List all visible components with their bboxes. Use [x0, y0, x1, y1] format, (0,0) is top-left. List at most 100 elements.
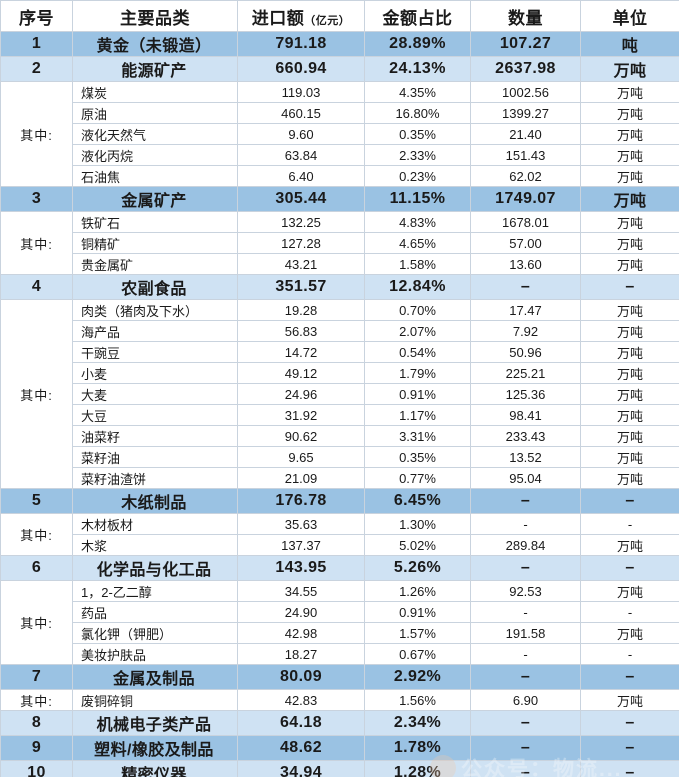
- cell-quantity: –: [470, 555, 581, 581]
- cell-category: 木材板材: [72, 513, 238, 535]
- cell-quantity: 151.43: [470, 144, 581, 166]
- cell-category: 铜精矿: [72, 232, 238, 254]
- cell-percent: 1.58%: [364, 253, 471, 275]
- cell-percent: 5.26%: [364, 555, 471, 581]
- cell-amount: 63.84: [237, 144, 365, 166]
- cell-amount: 6.40: [237, 165, 365, 187]
- cell-unit: -: [580, 601, 679, 623]
- cell-amount: 132.25: [237, 211, 365, 233]
- cell-unit: –: [580, 710, 679, 736]
- cell-amount: 14.72: [237, 341, 365, 363]
- table-row-sub: 干豌豆 14.72 0.54% 50.96 万吨: [1, 341, 679, 363]
- table-row-sub: 其中: 1，2-乙二醇 34.55 1.26% 92.53 万吨: [0, 580, 679, 665]
- cell-quantity: 289.84: [470, 534, 581, 556]
- cell-category: 药品: [72, 601, 238, 623]
- cell-unit: 万吨: [580, 534, 679, 556]
- cell-unit: -: [580, 643, 679, 665]
- cell-category: 氯化钾（钾肥）: [72, 622, 238, 644]
- cell-category: 菜籽油: [72, 446, 238, 468]
- cell-category: 机械电子类产品: [72, 710, 238, 736]
- cell-quantity: 17.47: [470, 299, 581, 321]
- cell-percent: 1.30%: [364, 513, 471, 535]
- table-row-main: 4 农副食品 351.57 12.84% – –: [0, 274, 679, 300]
- cell-percent: 2.92%: [364, 664, 471, 690]
- cell-category: 肉类（猪肉及下水）: [72, 299, 238, 321]
- table-row-sub: 大豆 31.92 1.17% 98.41 万吨: [1, 404, 679, 426]
- cell-percent: 5.02%: [364, 534, 471, 556]
- cell-sequence: 4: [0, 274, 73, 300]
- cell-amount: 31.92: [237, 404, 365, 426]
- cell-percent: 3.31%: [364, 425, 471, 447]
- cell-quantity: -: [470, 513, 581, 535]
- cell-group-label: 其中:: [0, 81, 73, 187]
- cell-unit: 万吨: [580, 253, 679, 275]
- table-row-main: 9 塑料/橡胶及制品 48.62 1.78% – –: [0, 735, 679, 761]
- column-header-seq: 序号: [0, 0, 73, 32]
- cell-amount: 24.90: [237, 601, 365, 623]
- cell-percent: 1.28%: [364, 760, 471, 777]
- cell-quantity: 21.40: [470, 123, 581, 145]
- table-row-sub: 铜精矿 127.28 4.65% 57.00 万吨: [1, 232, 679, 254]
- cell-percent: 1.57%: [364, 622, 471, 644]
- cell-quantity: -: [470, 643, 581, 665]
- cell-amount: 42.83: [237, 689, 365, 711]
- cell-category: 黄金（未锻造）: [72, 31, 238, 57]
- cell-unit: 万吨: [580, 299, 679, 321]
- cell-percent: 24.13%: [364, 56, 471, 82]
- cell-unit: –: [580, 664, 679, 690]
- cell-quantity: 7.92: [470, 320, 581, 342]
- cell-category: 塑料/橡胶及制品: [72, 735, 238, 761]
- cell-category: 大豆: [72, 404, 238, 426]
- cell-percent: 0.35%: [364, 446, 471, 468]
- cell-quantity: 107.27: [470, 31, 581, 57]
- cell-amount: 305.44: [237, 186, 365, 212]
- cell-unit: 万吨: [580, 123, 679, 145]
- table-row-main: 7 金属及制品 80.09 2.92% – –: [0, 664, 679, 690]
- table-row-sub: 大麦 24.96 0.91% 125.36 万吨: [1, 383, 679, 405]
- cell-quantity: –: [470, 274, 581, 300]
- cell-unit: –: [580, 488, 679, 514]
- cell-unit: -: [580, 513, 679, 535]
- cell-percent: 28.89%: [364, 31, 471, 57]
- cell-quantity: 2637.98: [470, 56, 581, 82]
- cell-category: 原油: [72, 102, 238, 124]
- cell-amount: 35.63: [237, 513, 365, 535]
- cell-sequence: 1: [0, 31, 73, 57]
- cell-quantity: 1399.27: [470, 102, 581, 124]
- cell-sequence: 5: [0, 488, 73, 514]
- cell-amount: 119.03: [237, 81, 365, 103]
- cell-category: 精密仪器: [72, 760, 238, 777]
- cell-amount: 80.09: [237, 664, 365, 690]
- cell-group-label: 其中:: [0, 513, 73, 556]
- cell-category: 干豌豆: [72, 341, 238, 363]
- table-body: 1 黄金（未锻造） 791.18 28.89% 107.27 吨 2 能源矿产 660.94 24…: [0, 31, 679, 777]
- cell-amount: 127.28: [237, 232, 365, 254]
- cell-sequence: 10: [0, 760, 73, 777]
- cell-unit: 万吨: [580, 425, 679, 447]
- column-header-amount-label: 进口额: [251, 8, 305, 28]
- cell-group-label: 其中:: [0, 580, 73, 665]
- cell-quantity: –: [470, 488, 581, 514]
- cell-unit: 万吨: [580, 165, 679, 187]
- cell-unit: –: [580, 735, 679, 761]
- cell-category: 石油焦: [72, 165, 238, 187]
- cell-amount: 34.55: [237, 580, 365, 602]
- cell-category: 菜籽油渣饼: [72, 467, 238, 489]
- table-row-sub: 菜籽油 9.65 0.35% 13.52 万吨: [1, 446, 679, 468]
- cell-category: 能源矿产: [72, 56, 238, 82]
- cell-amount: 43.21: [237, 253, 365, 275]
- table-row-sub: 其中: 肉类（猪肉及下水） 19.28 0.70% 17.47 万吨: [0, 299, 679, 489]
- cell-quantity: –: [470, 664, 581, 690]
- cell-quantity: 1678.01: [470, 211, 581, 233]
- table-row-main: 1 黄金（未锻造） 791.18 28.89% 107.27 吨: [0, 31, 679, 57]
- column-header-quantity: 数量: [470, 0, 581, 32]
- cell-unit: 万吨: [580, 341, 679, 363]
- table-row-main: 3 金属矿产 305.44 11.15% 1749.07 万吨: [0, 186, 679, 212]
- cell-category: 1，2-乙二醇: [72, 580, 238, 602]
- cell-category: 海产品: [72, 320, 238, 342]
- cell-amount: 34.94: [237, 760, 365, 777]
- cell-percent: 1.26%: [364, 580, 471, 602]
- cell-amount: 660.94: [237, 56, 365, 82]
